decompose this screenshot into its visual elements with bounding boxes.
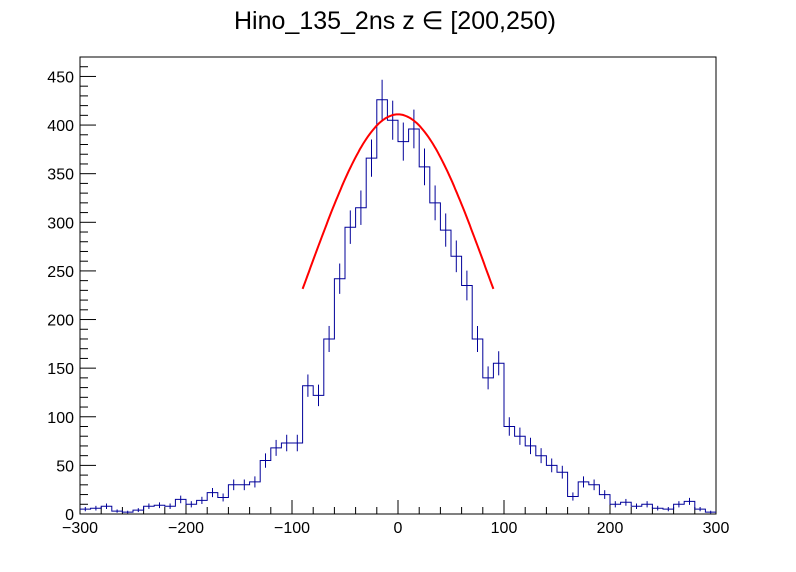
y-tick-label: 100 <box>47 410 74 427</box>
y-tick-label: 50 <box>56 458 74 475</box>
x-axis: −300 −200 −100 0 100 200 300 <box>62 500 729 537</box>
error-bars <box>84 79 712 514</box>
x-tick-label: −100 <box>274 520 310 537</box>
y-tick-label: 0 <box>65 507 74 524</box>
x-tick-label: 0 <box>394 520 403 537</box>
y-tick-label: 350 <box>47 167 74 184</box>
histogram-step-line <box>80 99 716 513</box>
y-tick-label: 200 <box>47 313 74 330</box>
chart-title: Hino_135_2ns z ∈ [200,250) <box>234 7 556 35</box>
y-tick-label: 400 <box>47 118 74 135</box>
histogram-series <box>80 99 716 513</box>
y-tick-label: 450 <box>47 69 74 86</box>
y-tick-label: 250 <box>47 264 74 281</box>
y-tick-label: 300 <box>47 215 74 232</box>
x-tick-label: −300 <box>62 520 98 537</box>
y-axis: 0 50 100 150 200 250 300 350 400 450 <box>47 56 96 524</box>
x-tick-label: 200 <box>597 520 624 537</box>
x-tick-label: −200 <box>168 520 204 537</box>
fit-curve-series <box>301 113 495 290</box>
x-tick-label: 100 <box>491 520 518 537</box>
x-tick-label: 300 <box>703 520 730 537</box>
y-tick-label: 150 <box>47 361 74 378</box>
fit-curve-line <box>301 113 495 290</box>
